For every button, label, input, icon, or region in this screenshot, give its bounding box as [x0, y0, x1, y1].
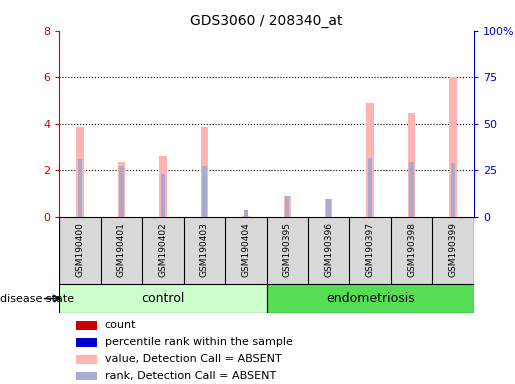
- Text: GSM190401: GSM190401: [117, 222, 126, 277]
- Bar: [285, 197, 289, 217]
- Bar: [76, 321, 96, 330]
- Text: percentile rank within the sample: percentile rank within the sample: [105, 337, 293, 347]
- Bar: [284, 196, 291, 217]
- Bar: [59, 284, 267, 313]
- Bar: [368, 157, 372, 217]
- Bar: [161, 174, 165, 217]
- Text: control: control: [141, 292, 184, 305]
- Bar: [76, 127, 83, 217]
- Title: GDS3060 / 208340_at: GDS3060 / 208340_at: [190, 14, 343, 28]
- Bar: [367, 103, 374, 217]
- Bar: [119, 166, 124, 217]
- Bar: [76, 372, 96, 380]
- Text: count: count: [105, 320, 136, 330]
- Text: GSM190398: GSM190398: [407, 222, 416, 277]
- Bar: [242, 216, 249, 217]
- Bar: [202, 166, 207, 217]
- Bar: [76, 355, 96, 364]
- Bar: [201, 127, 208, 217]
- Bar: [408, 113, 415, 217]
- Bar: [78, 159, 82, 217]
- Bar: [450, 77, 457, 217]
- Bar: [244, 210, 248, 217]
- Text: disease state: disease state: [0, 293, 74, 304]
- Bar: [159, 156, 166, 217]
- Text: GSM190404: GSM190404: [242, 222, 250, 277]
- Bar: [325, 199, 332, 217]
- Text: GSM190402: GSM190402: [159, 222, 167, 277]
- Bar: [327, 199, 331, 217]
- Text: value, Detection Call = ABSENT: value, Detection Call = ABSENT: [105, 354, 282, 364]
- Text: GSM190395: GSM190395: [283, 222, 291, 277]
- Bar: [76, 338, 96, 347]
- Text: GSM190403: GSM190403: [200, 222, 209, 277]
- Text: GSM190397: GSM190397: [366, 222, 374, 277]
- Text: rank, Detection Call = ABSENT: rank, Detection Call = ABSENT: [105, 371, 276, 381]
- Text: GSM190396: GSM190396: [324, 222, 333, 277]
- Text: GSM190399: GSM190399: [449, 222, 457, 277]
- Text: GSM190400: GSM190400: [76, 222, 84, 277]
- Bar: [118, 162, 125, 217]
- Bar: [451, 164, 455, 217]
- Text: endometriosis: endometriosis: [326, 292, 415, 305]
- Bar: [409, 162, 414, 217]
- Bar: [267, 284, 474, 313]
